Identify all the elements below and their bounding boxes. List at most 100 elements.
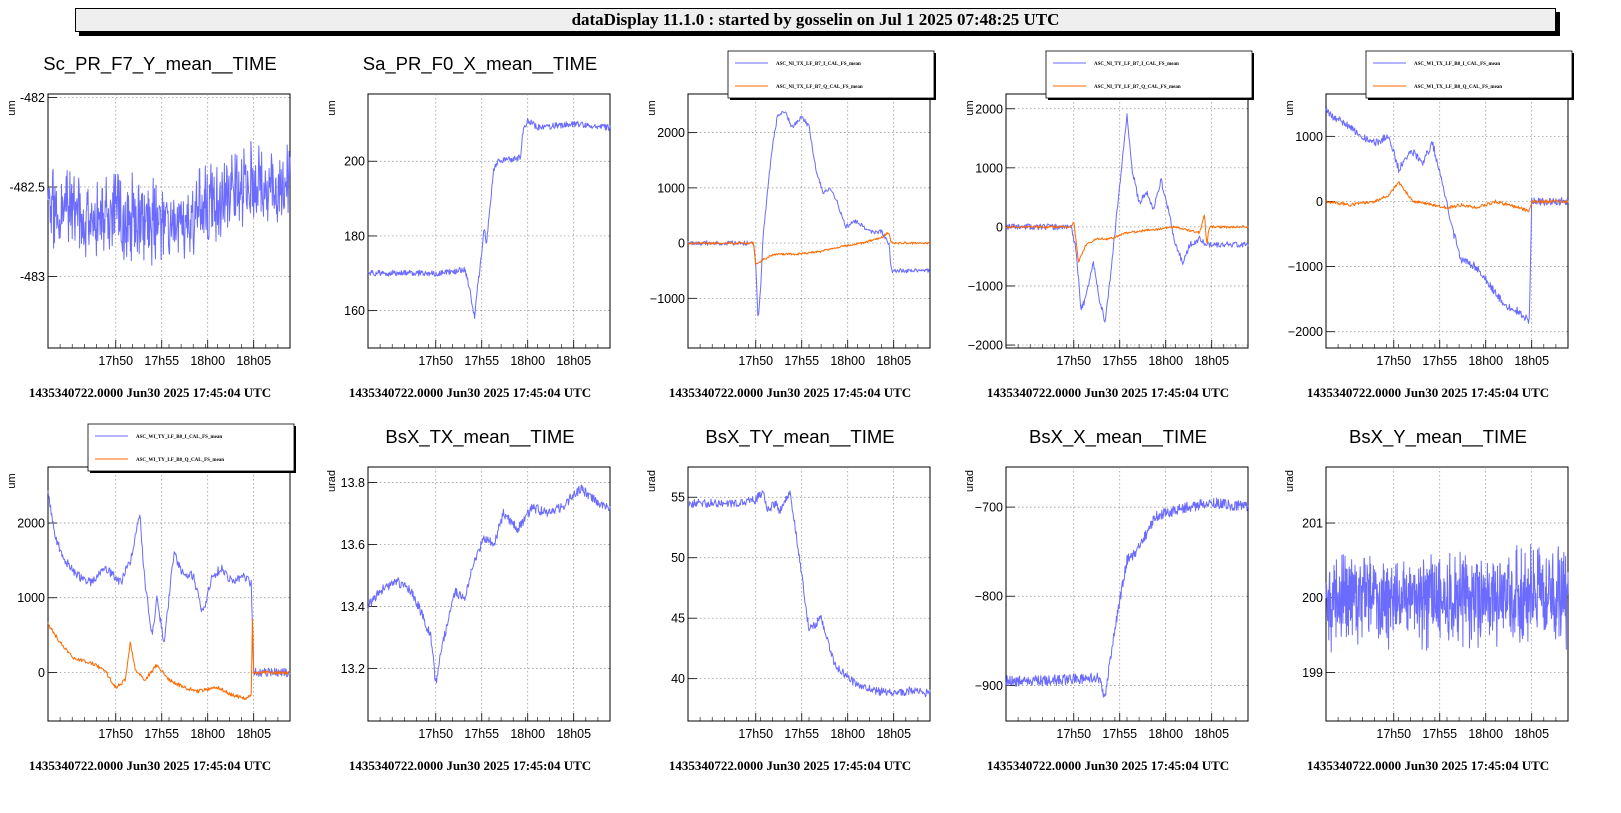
y-axis-unit: urad (964, 470, 976, 492)
legend-box (87, 423, 295, 472)
y-tick-label: 160 (344, 304, 365, 318)
y-tick-label: 1000 (657, 181, 685, 195)
chart-svg: 17h50 17h55 18h00 18h05 −2000 −1000 0 1000 2000 A… (964, 50, 1254, 400)
series-line-1 (367, 484, 611, 684)
y-axis-unit: urad (646, 470, 658, 492)
series-line-2 (1005, 214, 1249, 263)
chart-panel: 17h50 17h55 18h00 18h05 −2000 −1000 0 1000 ASC_W… (1278, 45, 1604, 440)
x-tick-label: 17h50 (738, 354, 773, 368)
chart-svg: 17h50 17h55 18h00 18h05 −1000 0 1000 2000 ASC_NI… (646, 50, 936, 400)
series-line-1 (47, 140, 291, 266)
y-tick-label: -482 (20, 91, 45, 105)
y-tick-label: 1000 (1295, 130, 1323, 144)
chart-start-time: 1435340722.0000 Jun30 2025 17:45:04 UTC (349, 385, 591, 400)
plot-frame (47, 93, 291, 349)
legend-entry: ASC_WI_TX_LF_B8_Q_CAL_FS_mean (1414, 85, 1502, 90)
y-axis-unit: urad (1284, 470, 1296, 492)
y-tick-label: −1000 (1288, 260, 1323, 274)
y-tick-label: 0 (996, 220, 1003, 234)
y-tick-label: 199 (1302, 666, 1323, 680)
chart-title: BsX_Y_mean__TIME (1349, 426, 1527, 448)
x-tick-label: 17h55 (784, 354, 819, 368)
x-tick-label: 18h00 (190, 354, 225, 368)
chart-svg: 17h50 17h55 18h00 18h05 40 45 50 55 BsX_TY_mean_… (646, 426, 931, 773)
chart-start-time: 1435340722.0000 Jun30 2025 17:45:04 UTC (1307, 385, 1549, 400)
x-tick-label: 18h05 (236, 354, 271, 368)
y-tick-label: −800 (975, 590, 1003, 604)
y-axis-unit: um (646, 100, 658, 115)
x-tick-label: 18h05 (556, 354, 591, 368)
series-line-2 (47, 618, 290, 700)
x-tick-label: 18h05 (876, 354, 911, 368)
chart-panel: 17h50 17h55 18h00 18h05 13.2 13.4 13.6 13.8 BsX_… (320, 418, 646, 813)
series-line-1 (1005, 497, 1249, 698)
y-axis-unit: um (326, 100, 338, 115)
y-tick-label: 55 (671, 491, 685, 505)
x-tick-label: 18h00 (1468, 727, 1503, 741)
chart-svg: 17h50 17h55 18h00 18h05 160 180 200 Sa_PR_F0_X_… (326, 53, 611, 400)
chart-legend: ASC_NI_TY_LF_B7_I_CAL_FS_mean ASC_NI_TY_L… (1045, 50, 1254, 100)
chart-panel: 17h50 17h55 18h00 18h05 -482 -482.5 -483 Sc_PR_… (0, 45, 326, 440)
x-tick-label: 18h00 (510, 354, 545, 368)
legend-box (1365, 50, 1573, 99)
y-tick-label: -483 (20, 270, 45, 284)
y-tick-label: 201 (1302, 517, 1323, 531)
legend-entry: ASC_NI_TX_LF_B7_Q_CAL_FS_mean (776, 85, 863, 90)
legend-entry: ASC_WI_TY_LF_B8_Q_CAL_FS_mean (136, 458, 224, 463)
x-tick-label: 17h55 (1422, 354, 1457, 368)
x-tick-label: 17h50 (1056, 727, 1091, 741)
x-tick-label: 18h00 (510, 727, 545, 741)
series-line-1 (1325, 544, 1569, 653)
y-tick-label: -482.5 (10, 181, 45, 195)
chart-svg: 17h50 17h55 18h00 18h05 −2000 −1000 0 1000 ASC_W… (1284, 50, 1574, 400)
chart-legend: ASC_WI_TY_LF_B8_I_CAL_FS_mean ASC_WI_TY_L… (87, 423, 296, 473)
chart-title: Sc_PR_F7_Y_mean__TIME (43, 53, 276, 75)
y-tick-label: −2000 (968, 339, 1003, 353)
chart-svg: 17h50 17h55 18h00 18h05 0 1000 2000 ASC_WI_TY_L… (6, 423, 296, 773)
chart-start-time: 1435340722.0000 Jun30 2025 17:45:04 UTC (29, 385, 271, 400)
y-tick-label: 13.2 (341, 662, 365, 676)
chart-start-time: 1435340722.0000 Jun30 2025 17:45:04 UTC (349, 758, 591, 773)
x-tick-label: 18h05 (1514, 354, 1549, 368)
y-tick-label: 0 (1316, 195, 1323, 209)
x-tick-label: 17h55 (784, 727, 819, 741)
y-tick-label: 45 (671, 612, 685, 626)
y-tick-label: 200 (1302, 591, 1323, 605)
chart-start-time: 1435340722.0000 Jun30 2025 17:45:04 UTC (669, 758, 911, 773)
plot-frame (687, 466, 931, 722)
plot-frame (367, 466, 611, 722)
plot-frame (47, 466, 291, 722)
app-title-banner: dataDisplay 11.1.0 : started by gosselin… (75, 8, 1556, 32)
x-tick-label: 17h50 (1056, 354, 1091, 368)
chart-title: BsX_X_mean__TIME (1029, 426, 1207, 448)
chart-start-time: 1435340722.0000 Jun30 2025 17:45:04 UTC (29, 758, 271, 773)
plot-frame (1005, 93, 1249, 349)
chart-svg: 17h50 17h55 18h00 18h05 −700 −800 −900 BsX_X_me… (964, 426, 1249, 773)
x-tick-label: 18h05 (1194, 354, 1229, 368)
x-tick-label: 18h00 (830, 354, 865, 368)
plot-frame (687, 93, 931, 349)
chart-svg: 17h50 17h55 18h00 18h05 13.2 13.4 13.6 13.8 BsX_… (326, 426, 611, 773)
x-tick-label: 17h55 (144, 727, 179, 741)
x-tick-label: 18h05 (1514, 727, 1549, 741)
x-tick-label: 17h50 (738, 727, 773, 741)
legend-entry: ASC_WI_TY_LF_B8_I_CAL_FS_mean (136, 435, 222, 440)
x-tick-label: 18h00 (830, 727, 865, 741)
chart-start-time: 1435340722.0000 Jun30 2025 17:45:04 UTC (1307, 758, 1549, 773)
chart-title: BsX_TX_mean__TIME (385, 426, 574, 448)
y-tick-label: −1000 (968, 279, 1003, 293)
series-line-2 (687, 232, 931, 265)
y-tick-label: 1000 (17, 591, 45, 605)
x-tick-label: 17h50 (98, 727, 133, 741)
x-tick-label: 17h55 (1102, 727, 1137, 741)
chart-panel: 17h50 17h55 18h00 18h05 −700 −800 −900 BsX_X_me… (958, 418, 1284, 813)
chart-svg: 17h50 17h55 18h00 18h05 199 200 201 BsX_Y_mean_… (1284, 426, 1569, 773)
chart-panel: 17h50 17h55 18h00 18h05 0 1000 2000 ASC_WI_TY_L… (0, 418, 326, 813)
chart-svg: 17h50 17h55 18h00 18h05 -482 -482.5 -483 Sc_PR_… (6, 53, 291, 400)
x-tick-label: 18h05 (236, 727, 271, 741)
y-tick-label: −2000 (1288, 325, 1323, 339)
y-tick-label: 2000 (657, 126, 685, 140)
x-tick-label: 18h00 (1468, 354, 1503, 368)
y-axis-unit: um (1284, 100, 1296, 115)
y-tick-label: 0 (38, 666, 45, 680)
